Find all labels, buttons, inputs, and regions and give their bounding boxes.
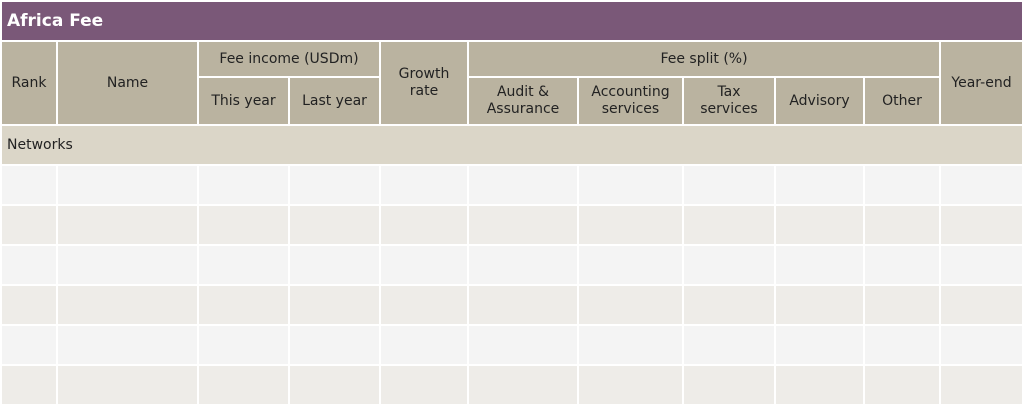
table-cell xyxy=(58,326,197,364)
table-cell xyxy=(469,206,577,244)
table-cell xyxy=(865,286,939,324)
table-cell xyxy=(58,206,197,244)
table-cell xyxy=(776,286,863,324)
table-cell xyxy=(58,286,197,324)
table-cell xyxy=(684,166,774,204)
section-row-networks: Networks xyxy=(2,126,1022,164)
table-cell xyxy=(2,326,56,364)
table-cell xyxy=(941,326,1022,364)
header-rank: Rank xyxy=(2,42,56,124)
table-title: Africa Fee xyxy=(2,2,1022,40)
table-cell xyxy=(199,246,288,284)
table-cell xyxy=(579,286,682,324)
table-cell xyxy=(469,246,577,284)
header-other: Other xyxy=(865,78,939,124)
table-cell xyxy=(58,166,197,204)
table-cell xyxy=(381,286,467,324)
table-cell xyxy=(776,166,863,204)
table-cell xyxy=(941,366,1022,404)
table-cell xyxy=(941,206,1022,244)
table-cell xyxy=(579,366,682,404)
table-cell xyxy=(381,366,467,404)
table-cell xyxy=(290,326,379,364)
table-body xyxy=(2,166,1022,404)
header-year-end: Year-end xyxy=(941,42,1022,124)
table-cell xyxy=(865,326,939,364)
table-cell xyxy=(290,206,379,244)
table-cell xyxy=(776,246,863,284)
table-cell xyxy=(865,366,939,404)
header-growth-rate: Growth rate xyxy=(381,42,467,124)
table-cell xyxy=(290,246,379,284)
header-name: Name xyxy=(58,42,197,124)
table-cell xyxy=(58,366,197,404)
header-fee-split: Fee split (%) xyxy=(469,42,939,76)
table-cell xyxy=(579,326,682,364)
table-cell xyxy=(469,166,577,204)
table-header: Rank Name Fee income (USDm) This year La… xyxy=(2,42,1022,124)
table-cell xyxy=(290,366,379,404)
table-cell xyxy=(381,206,467,244)
table-cell xyxy=(199,366,288,404)
table-cell xyxy=(381,246,467,284)
table-cell xyxy=(941,166,1022,204)
table-cell xyxy=(865,246,939,284)
table-cell xyxy=(2,286,56,324)
table-cell xyxy=(941,246,1022,284)
header-this-year: This year xyxy=(199,78,288,124)
table-cell xyxy=(684,326,774,364)
table-cell xyxy=(941,286,1022,324)
table-cell xyxy=(579,206,682,244)
table-cell xyxy=(290,166,379,204)
table-cell xyxy=(199,166,288,204)
table-cell xyxy=(381,326,467,364)
table-cell xyxy=(469,326,577,364)
table-cell xyxy=(290,286,379,324)
table-cell xyxy=(199,206,288,244)
header-last-year: Last year xyxy=(290,78,379,124)
table-cell xyxy=(579,246,682,284)
header-audit: Audit & Assurance xyxy=(469,78,577,124)
table-cell xyxy=(199,326,288,364)
table-cell xyxy=(2,166,56,204)
table-cell xyxy=(2,246,56,284)
table-cell xyxy=(469,286,577,324)
header-fee-income: Fee income (USDm) xyxy=(199,42,379,76)
table-cell xyxy=(2,366,56,404)
table-cell xyxy=(776,326,863,364)
table-cell xyxy=(684,366,774,404)
header-advisory: Advisory xyxy=(776,78,863,124)
table-cell xyxy=(865,166,939,204)
table-cell xyxy=(776,366,863,404)
table-cell xyxy=(684,246,774,284)
table-cell xyxy=(684,206,774,244)
table-cell xyxy=(58,246,197,284)
table-cell xyxy=(865,206,939,244)
table-cell xyxy=(2,206,56,244)
table-cell xyxy=(579,166,682,204)
table-cell xyxy=(776,206,863,244)
table-cell xyxy=(469,366,577,404)
table-cell xyxy=(684,286,774,324)
header-accounting: Accounting services xyxy=(579,78,682,124)
table-cell xyxy=(381,166,467,204)
header-tax: Tax services xyxy=(684,78,774,124)
table-cell xyxy=(199,286,288,324)
